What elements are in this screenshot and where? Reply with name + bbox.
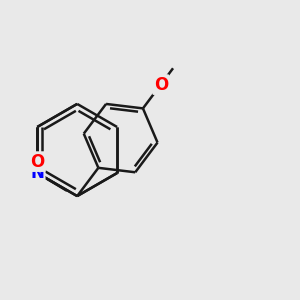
Text: O: O bbox=[154, 76, 168, 94]
Text: N: N bbox=[30, 164, 44, 182]
Text: O: O bbox=[30, 153, 44, 171]
